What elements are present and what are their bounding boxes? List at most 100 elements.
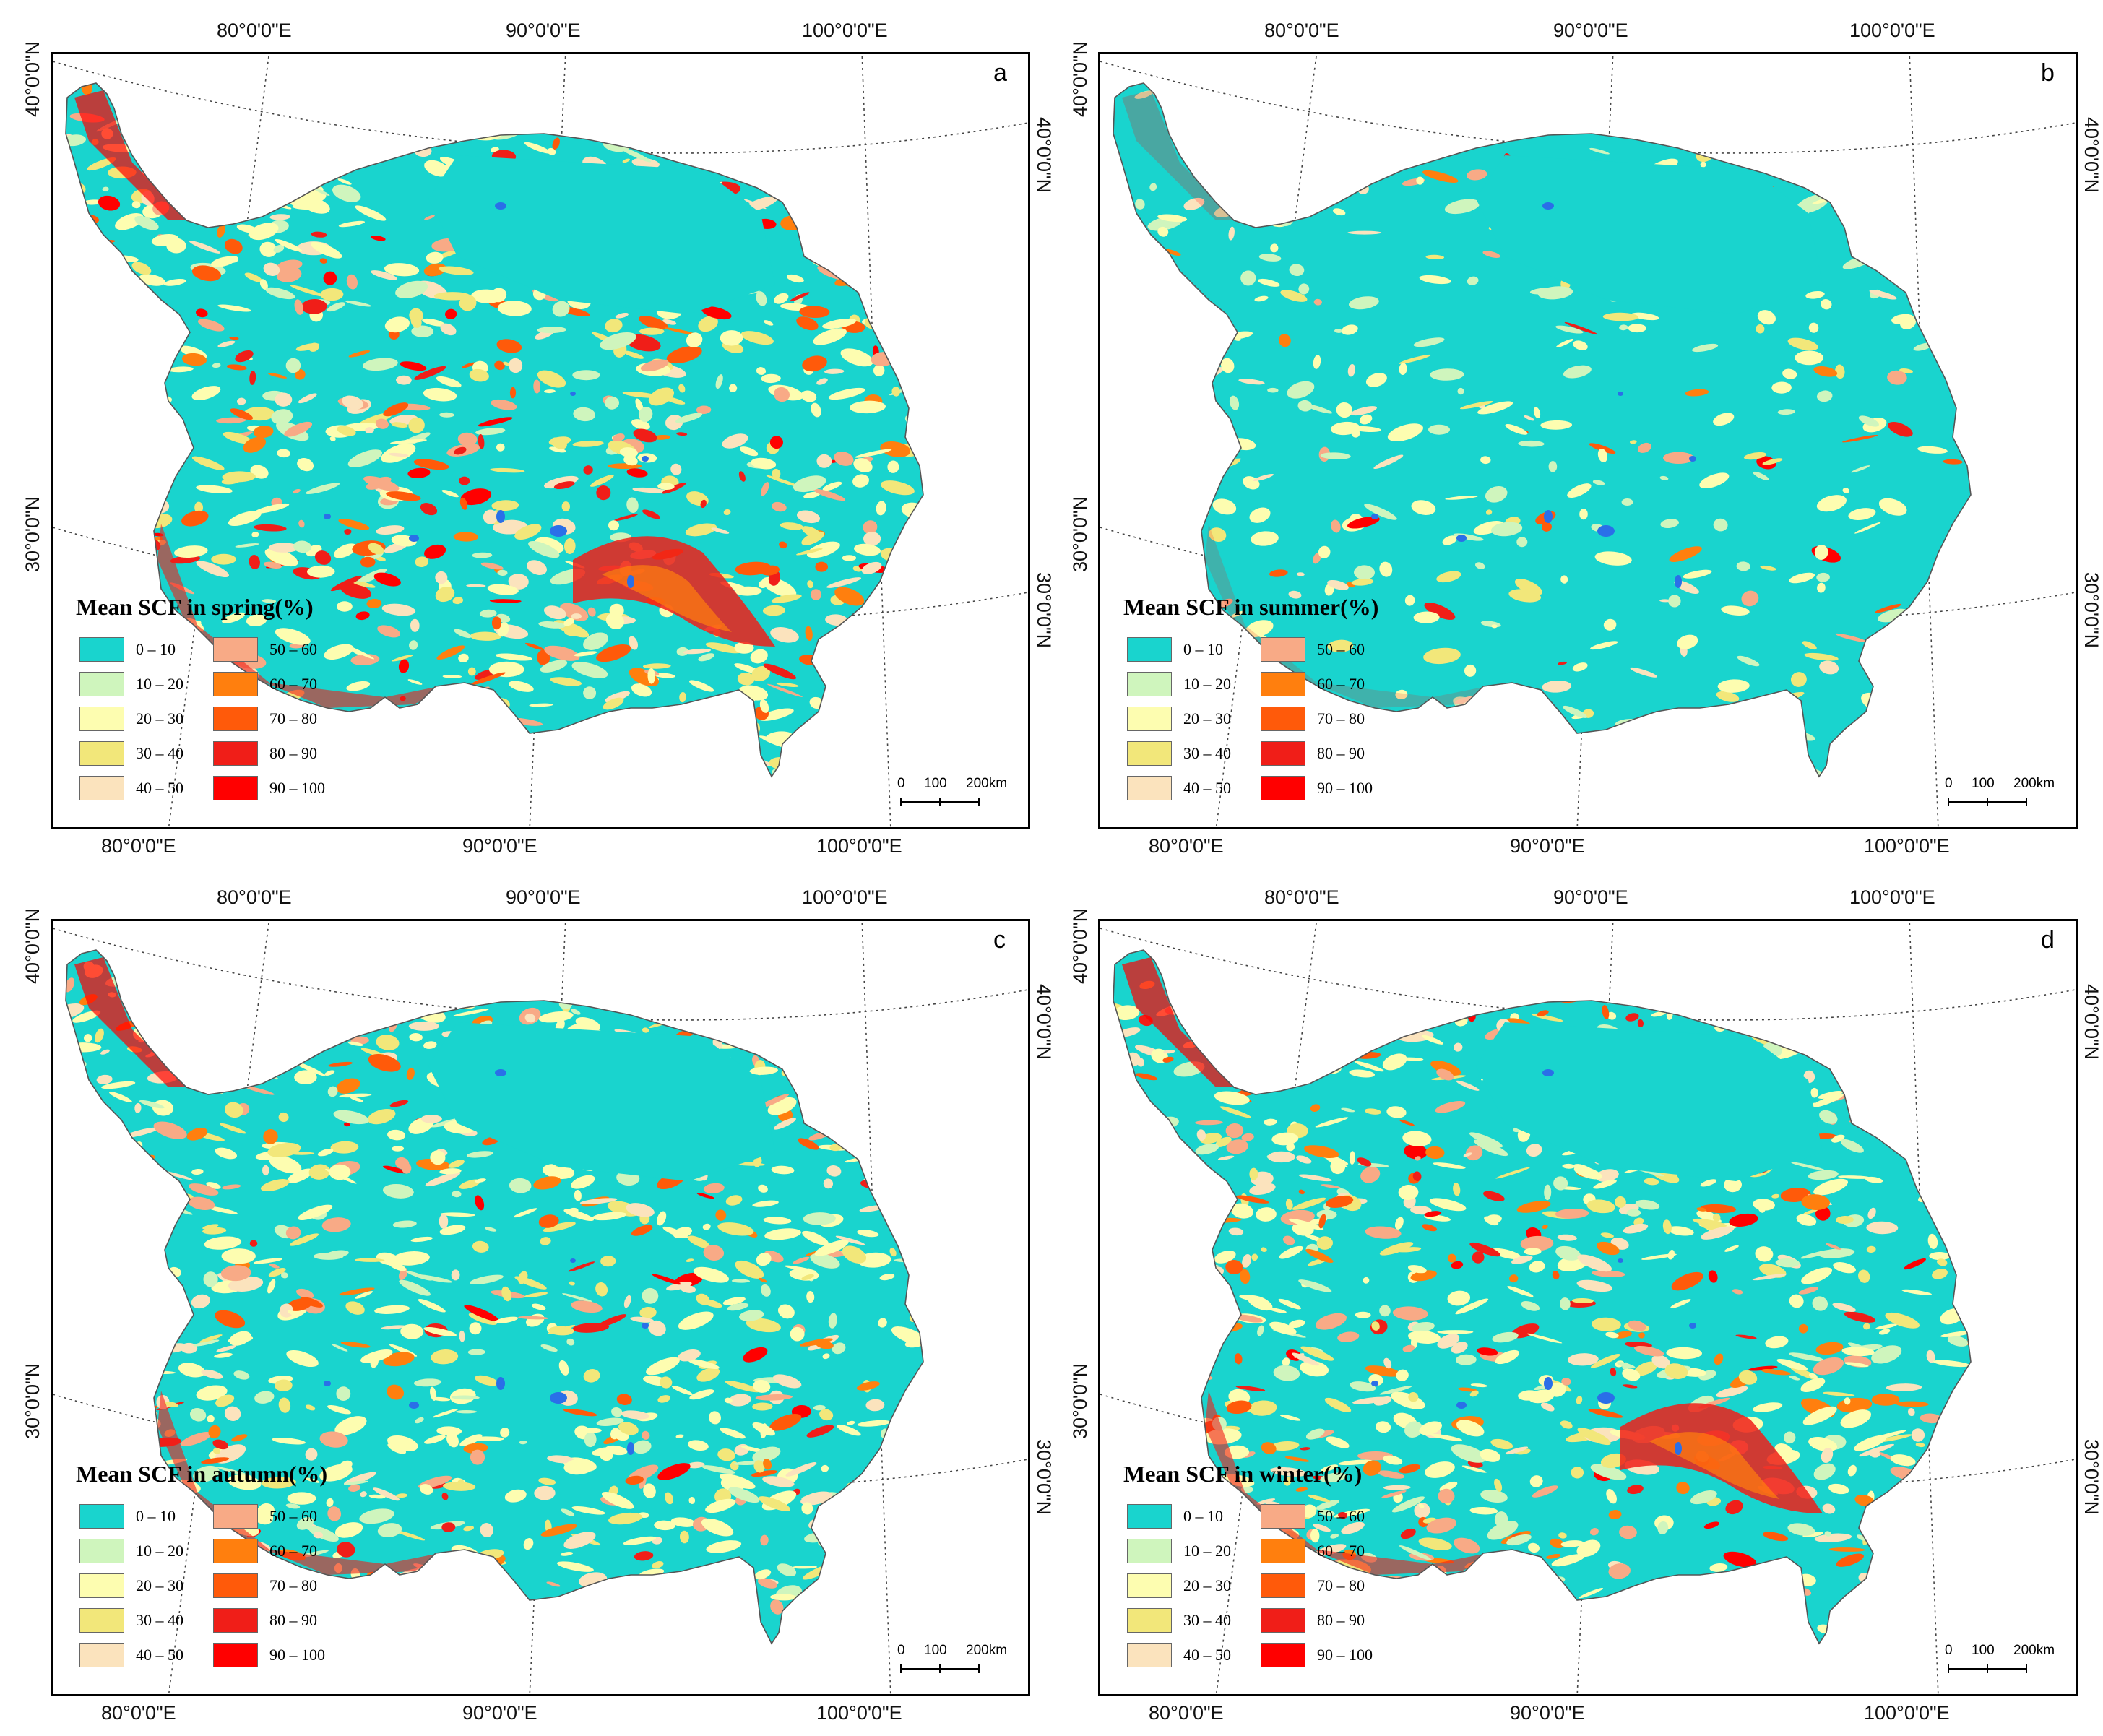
scf-patch xyxy=(357,758,368,766)
scf-patch xyxy=(1808,984,1819,991)
scf-patch xyxy=(765,950,779,956)
scf-patch xyxy=(441,1493,449,1500)
scf-patch xyxy=(483,1624,493,1630)
scf-patch xyxy=(265,194,278,207)
scf-patch xyxy=(1591,1317,1621,1331)
scf-patch xyxy=(324,644,354,660)
scf-patch xyxy=(772,468,781,479)
scf-patch xyxy=(873,253,884,263)
scf-patch xyxy=(1813,366,1838,377)
scf-patch xyxy=(1503,1627,1537,1636)
scf-patch xyxy=(300,1297,323,1308)
scf-patch xyxy=(1364,1108,1382,1115)
scf-patch xyxy=(540,660,568,673)
snow-cover-map xyxy=(53,921,1028,1694)
scf-patch xyxy=(678,1311,714,1330)
scf-patch xyxy=(788,977,795,987)
scf-patch xyxy=(1628,1320,1646,1331)
scf-patch xyxy=(431,1396,451,1402)
scf-patch xyxy=(1159,443,1170,457)
scf-patch xyxy=(1413,611,1440,623)
scf-patch xyxy=(1255,158,1280,171)
scf-patch xyxy=(1940,1331,1971,1337)
scf-patch xyxy=(1762,458,1783,465)
scf-patch xyxy=(345,300,371,307)
scf-patch xyxy=(760,1284,771,1297)
scf-patch xyxy=(859,1110,889,1126)
scf-patch xyxy=(1513,1585,1537,1594)
scf-patch xyxy=(1865,1176,1883,1183)
scf-patch xyxy=(235,350,254,363)
scf-patch xyxy=(477,756,498,762)
scf-patch xyxy=(700,499,707,509)
scf-patch xyxy=(277,259,303,272)
scf-patch xyxy=(872,235,896,249)
scf-patch xyxy=(372,108,405,127)
legend-label: 10 – 20 xyxy=(1183,675,1231,693)
scf-patch xyxy=(1131,513,1162,519)
scf-patch xyxy=(725,1380,760,1393)
scf-patch xyxy=(1629,440,1637,444)
scf-patch xyxy=(206,186,228,192)
scf-patch xyxy=(1806,960,1819,967)
scf-patch xyxy=(1348,147,1373,157)
scf-patch xyxy=(388,452,409,457)
scf-patch xyxy=(1165,478,1178,488)
scf-patch xyxy=(142,1032,169,1037)
scf-patch xyxy=(1920,1413,1942,1424)
scf-patch xyxy=(1113,232,1125,241)
scf-patch xyxy=(1517,978,1547,989)
scf-patch xyxy=(1183,1264,1219,1269)
scf-patch xyxy=(546,1581,561,1587)
scale-label: 0 xyxy=(897,1643,905,1658)
scf-patch xyxy=(1713,413,1735,426)
scf-patch xyxy=(355,205,387,221)
scf-patch xyxy=(1485,1214,1502,1224)
scf-patch xyxy=(1666,1347,1702,1360)
scf-patch xyxy=(113,313,140,324)
scf-patch xyxy=(1925,1178,1947,1193)
scf-patch xyxy=(519,1440,527,1445)
scf-patch xyxy=(1327,579,1349,590)
scf-patch xyxy=(671,1386,693,1396)
scf-patch xyxy=(865,256,896,261)
scf-patch xyxy=(383,402,409,417)
scf-patch xyxy=(398,659,410,673)
scf-patch xyxy=(1128,1243,1138,1250)
scf-patch xyxy=(1835,978,1865,993)
scf-patch xyxy=(1896,1602,1934,1619)
scf-patch xyxy=(196,1385,228,1401)
scf-patch xyxy=(1589,952,1621,967)
scf-patch xyxy=(1907,1089,1928,1105)
scf-patch xyxy=(1163,345,1193,359)
scf-patch xyxy=(797,977,813,993)
scf-patch xyxy=(1404,1144,1428,1160)
scf-patch xyxy=(1808,1170,1839,1180)
scf-patch xyxy=(627,763,652,777)
scf-patch xyxy=(1640,956,1659,964)
scf-patch xyxy=(629,636,638,650)
scf-patch xyxy=(231,1434,248,1442)
legend-item: 90 – 100 xyxy=(1261,1643,1373,1667)
scf-patch xyxy=(1699,472,1730,489)
scf-patch xyxy=(777,1563,797,1576)
scf-patch xyxy=(880,480,915,496)
scf-patch xyxy=(1426,1517,1457,1534)
scale-bar xyxy=(900,798,980,806)
scf-patch xyxy=(338,519,370,530)
scf-patch xyxy=(1835,85,1860,90)
scf-patch xyxy=(466,1151,493,1158)
scf-patch xyxy=(1330,421,1360,436)
legend-swatch xyxy=(213,1643,258,1667)
scf-patch xyxy=(278,1397,291,1413)
scf-patch xyxy=(1113,1340,1131,1353)
scale-label: 100 xyxy=(1972,1643,1995,1658)
scf-patch xyxy=(895,1552,923,1563)
scf-patch xyxy=(1215,1136,1232,1147)
scf-patch xyxy=(500,1428,510,1438)
scf-patch xyxy=(1268,1151,1295,1163)
scf-patch xyxy=(552,137,560,150)
scf-patch xyxy=(743,951,769,957)
scf-patch xyxy=(1134,90,1154,99)
scf-patch xyxy=(195,950,225,959)
